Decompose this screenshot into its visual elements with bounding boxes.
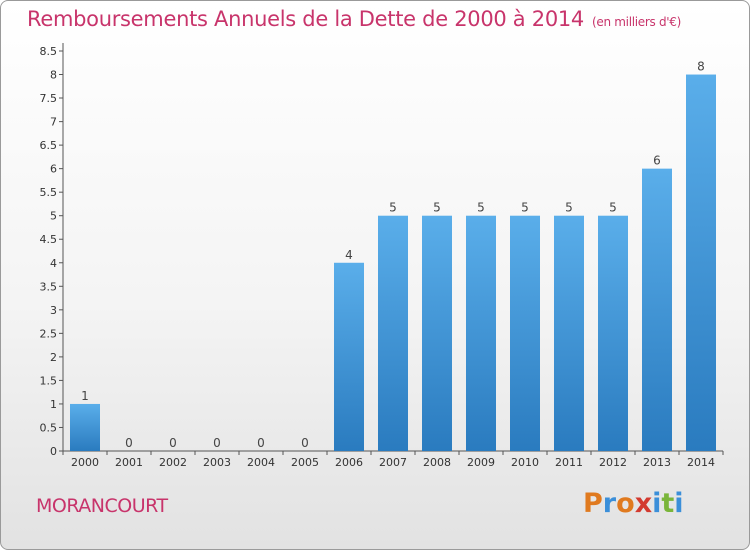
x-tick-label: 2008 — [423, 456, 451, 469]
bar-2007 — [378, 215, 408, 451]
bar-2008 — [422, 215, 452, 451]
logo-letter: o — [616, 488, 635, 519]
y-tick-label: 7.5 — [40, 92, 58, 105]
y-tick-label: 8.5 — [40, 45, 58, 58]
y-tick-label: 5.5 — [40, 186, 58, 199]
proxiti-logo: Proxiti — [583, 488, 684, 519]
y-tick-label: 5 — [50, 210, 57, 223]
logo-letter: P — [583, 488, 603, 519]
y-tick-label: 0 — [50, 445, 57, 458]
data-label-2013: 6 — [653, 154, 661, 168]
y-tick-label: 0.5 — [40, 421, 58, 434]
unit-label: (en milliers d'€) — [592, 15, 682, 29]
data-label-2006: 4 — [345, 248, 353, 262]
y-tick-label: 1.5 — [40, 374, 58, 387]
chart-title: Remboursements Annuels de la Dette de 20… — [27, 7, 681, 31]
bar-2014 — [686, 74, 716, 451]
y-tick-label: 4.5 — [40, 233, 58, 246]
y-tick-label: 2.5 — [40, 327, 58, 340]
data-label-2011: 5 — [565, 201, 573, 215]
x-tick-label: 2003 — [203, 456, 231, 469]
x-tick-label: 2001 — [115, 456, 143, 469]
bar-2009 — [466, 215, 496, 451]
commune-name: MORANCOURT — [36, 495, 168, 517]
x-tick-label: 2012 — [599, 456, 627, 469]
logo-letter: x — [634, 488, 653, 519]
x-tick-label: 2014 — [687, 456, 715, 469]
y-tick-label: 6.5 — [40, 139, 58, 152]
x-tick-label: 2009 — [467, 456, 495, 469]
x-tick-label: 2002 — [159, 456, 187, 469]
data-label-2008: 5 — [433, 201, 441, 215]
y-tick-label: 7 — [50, 116, 57, 129]
y-tick-label: 4 — [50, 257, 57, 270]
x-tick-label: 2005 — [291, 456, 319, 469]
x-tick-label: 2004 — [247, 456, 275, 469]
data-label-2004: 0 — [257, 436, 265, 450]
x-tick-label: 2006 — [335, 456, 363, 469]
data-label-2007: 5 — [389, 201, 397, 215]
x-tick-label: 2007 — [379, 456, 407, 469]
x-tick-label: 2013 — [643, 456, 671, 469]
data-label-2003: 0 — [213, 436, 221, 450]
x-tick-label: 2010 — [511, 456, 539, 469]
logo-letter: r — [602, 488, 617, 519]
data-label-2009: 5 — [477, 201, 485, 215]
y-tick-label: 2 — [50, 351, 57, 364]
bar-2006 — [334, 262, 364, 451]
logo-letter: t — [661, 488, 675, 519]
data-label-2012: 5 — [609, 201, 617, 215]
logo-letter: i — [674, 488, 684, 519]
data-label-2001: 0 — [125, 436, 133, 450]
y-tick-label: 1 — [50, 398, 57, 411]
data-label-2005: 0 — [301, 436, 309, 450]
x-tick-label: 2011 — [555, 456, 583, 469]
chart-title-text: Remboursements Annuels de la Dette de 20… — [27, 7, 584, 31]
data-label-2010: 5 — [521, 201, 529, 215]
y-tick-label: 3 — [50, 304, 57, 317]
bar-2010 — [510, 215, 540, 451]
y-tick-label: 6 — [50, 163, 57, 176]
bar-2011 — [554, 215, 584, 451]
data-label-2002: 0 — [169, 436, 177, 450]
logo-letter: i — [652, 488, 662, 519]
bar-2000 — [70, 403, 100, 451]
y-tick-label: 8 — [50, 69, 57, 82]
bar-2012 — [598, 215, 628, 451]
bar-2013 — [642, 168, 672, 451]
x-tick-label: 2000 — [71, 456, 99, 469]
data-label-2014: 8 — [697, 60, 705, 74]
y-tick-label: 3.5 — [40, 280, 58, 293]
data-label-2000: 1 — [81, 389, 89, 403]
